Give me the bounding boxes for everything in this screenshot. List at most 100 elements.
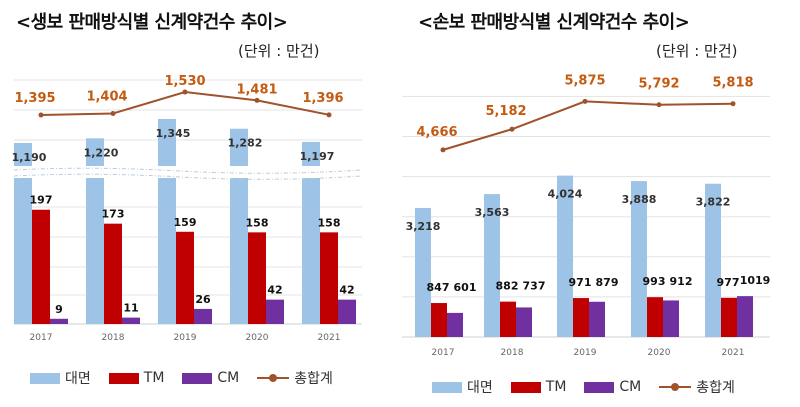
label-face: 3,822 bbox=[696, 196, 731, 209]
legend-item-face: 대면 bbox=[30, 368, 91, 388]
bar-cm bbox=[194, 308, 212, 324]
bar-tm bbox=[431, 303, 447, 337]
bar-cm bbox=[122, 317, 140, 324]
legend-item-cm: CM bbox=[182, 370, 239, 386]
label-tm: 882 bbox=[496, 280, 519, 293]
label-tm: 158 bbox=[318, 216, 341, 229]
bar-tm bbox=[104, 223, 122, 324]
label-cm: 9 bbox=[55, 303, 63, 316]
legend-swatch-face bbox=[432, 381, 462, 393]
bar-tm bbox=[721, 297, 737, 337]
bar-face-lower bbox=[158, 178, 176, 324]
label-face: 3,888 bbox=[622, 193, 657, 206]
bar-face bbox=[631, 181, 647, 337]
legend-label: CM bbox=[619, 379, 642, 395]
label-cm: 42 bbox=[339, 284, 354, 297]
legend-item-total: 총합계 bbox=[659, 377, 735, 397]
bar-tm bbox=[32, 209, 50, 324]
bar-face bbox=[557, 175, 573, 337]
label-face: 1,220 bbox=[84, 146, 119, 159]
label-cm: 601 bbox=[454, 281, 477, 294]
bar-tm bbox=[320, 232, 338, 324]
bar-face bbox=[484, 194, 500, 337]
bar-face-lower bbox=[14, 178, 32, 324]
x-tick-label: 2021 bbox=[318, 333, 341, 343]
label-face: 1,345 bbox=[156, 127, 191, 140]
axis-break bbox=[13, 167, 363, 180]
label-total: 1,395 bbox=[14, 91, 55, 106]
bar-cm bbox=[50, 318, 68, 324]
label-tm: 197 bbox=[30, 194, 53, 207]
legend-label: 대면 bbox=[467, 380, 493, 396]
legend-item-tm: TM bbox=[510, 379, 567, 395]
legend-swatch-cm bbox=[584, 381, 615, 393]
legend-swatch-cm bbox=[182, 372, 213, 384]
x-tick-label: 2021 bbox=[722, 348, 745, 358]
bar-face bbox=[158, 118, 176, 166]
point-total bbox=[326, 112, 332, 118]
right-legend: 대면 TM CM 총합계 bbox=[432, 377, 735, 397]
bar-face bbox=[415, 207, 431, 337]
legend-item-tm: TM bbox=[108, 370, 165, 386]
label-total: 5,875 bbox=[564, 73, 605, 88]
x-tick-label: 2019 bbox=[174, 333, 197, 343]
legend-label: TM bbox=[143, 370, 165, 386]
point-total bbox=[656, 102, 662, 108]
label-tm: 977 bbox=[717, 276, 740, 289]
x-tick-label: 2020 bbox=[246, 333, 269, 343]
right-chart-unit: (단위 : 만건) bbox=[656, 42, 738, 60]
point-total bbox=[110, 110, 116, 116]
bar-tm bbox=[647, 297, 663, 337]
legend-label: 총합계 bbox=[294, 371, 333, 387]
legend-label: 총합계 bbox=[696, 380, 735, 396]
bar-face-lower bbox=[302, 178, 320, 324]
label-face: 4,024 bbox=[548, 188, 583, 201]
legend-swatch-tm bbox=[108, 372, 139, 384]
label-tm: 158 bbox=[246, 216, 269, 229]
x-tick-label: 2019 bbox=[574, 348, 597, 358]
point-total bbox=[509, 126, 515, 132]
label-total: 5,792 bbox=[638, 77, 679, 92]
x-tick-label: 2018 bbox=[501, 348, 524, 358]
point-total bbox=[730, 101, 736, 107]
bar-face bbox=[230, 128, 248, 166]
point-total bbox=[38, 112, 44, 118]
label-total: 4,666 bbox=[416, 125, 457, 140]
label-cm: 737 bbox=[523, 280, 546, 293]
line-total bbox=[40, 91, 330, 116]
legend-label: 대면 bbox=[65, 371, 91, 387]
label-face: 1,197 bbox=[300, 150, 335, 163]
label-total: 1,404 bbox=[86, 89, 127, 104]
label-face: 3,218 bbox=[406, 220, 441, 233]
legend-label: CM bbox=[217, 370, 240, 386]
label-cm: 42 bbox=[267, 284, 282, 297]
x-tick-label: 2017 bbox=[30, 333, 53, 343]
label-face: 3,563 bbox=[475, 206, 510, 219]
label-tm: 971 bbox=[569, 276, 592, 289]
bar-tm bbox=[176, 231, 194, 324]
bar-tm bbox=[500, 301, 516, 337]
point-total bbox=[440, 147, 446, 153]
legend-swatch-total bbox=[257, 372, 290, 384]
point-total bbox=[182, 89, 188, 95]
x-tick-label: 2020 bbox=[648, 348, 671, 358]
right-chart-title: <손보 판매방식별 신계약건수 추이> bbox=[418, 12, 690, 33]
bar-cm bbox=[516, 307, 532, 337]
legend-label: TM bbox=[545, 379, 567, 395]
bar-cm bbox=[447, 312, 463, 337]
label-total: 1,530 bbox=[164, 74, 205, 89]
bar-face bbox=[302, 141, 320, 166]
label-tm: 993 bbox=[643, 275, 666, 288]
label-tm: 847 bbox=[427, 281, 450, 294]
bar-face bbox=[14, 143, 32, 166]
x-tick-label: 2018 bbox=[102, 333, 125, 343]
left-legend: 대면 TM CM 총합계 bbox=[30, 368, 333, 388]
label-total: 1,396 bbox=[302, 91, 343, 106]
bar-face bbox=[705, 183, 721, 337]
x-tick-label: 2017 bbox=[432, 348, 455, 358]
label-cm: 26 bbox=[195, 293, 211, 306]
label-total: 1,481 bbox=[236, 82, 277, 97]
bar-cm bbox=[266, 299, 284, 324]
bar-face bbox=[86, 138, 104, 166]
